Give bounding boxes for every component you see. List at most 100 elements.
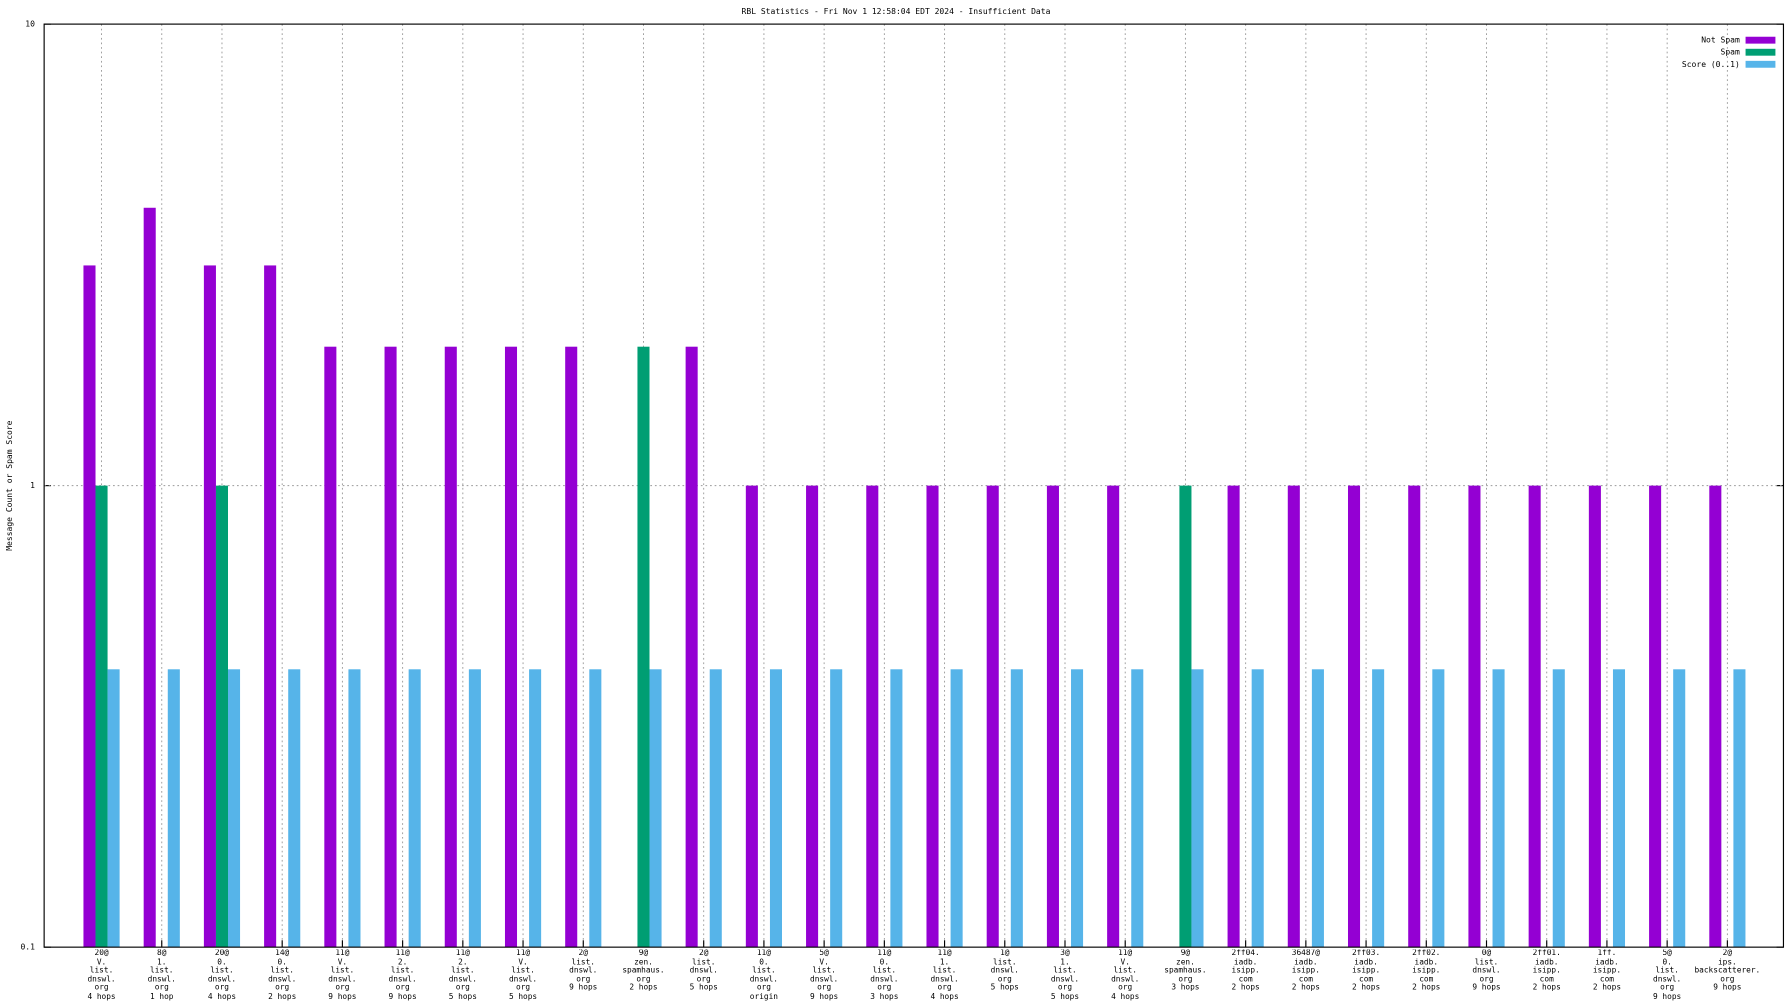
legend-label: Score (0..1) xyxy=(1682,60,1740,69)
bar xyxy=(1552,669,1565,948)
x-tick-label: 2ff01. iadb. isipp. com 2 hops xyxy=(1532,949,1561,992)
x-tick-label-box: 11@ 0. list. dnswl. org origin xyxy=(749,949,779,1001)
x-tick-label-box: 11@ V. list. dnswl. org 9 hops xyxy=(328,949,357,1001)
x-tick-label-box: 11@ 2. list. dnswl. org 5 hops xyxy=(448,949,477,1001)
bar xyxy=(504,346,518,948)
bar xyxy=(1311,669,1324,948)
x-tick-label: 11@ 0. list. dnswl. org origin xyxy=(749,949,779,1001)
legend-swatch xyxy=(1745,48,1776,56)
y-tick-label: 1 xyxy=(30,481,35,490)
bar xyxy=(95,485,108,948)
y-tick-label: 0.1 xyxy=(20,943,35,952)
x-tick-label-box: 9@ zen. spamhaus. org 2 hops xyxy=(622,949,665,992)
x-tick-label: 9@ zen. spamhaus. org 2 hops xyxy=(622,949,665,992)
x-tick-label-box: 1@ list. dnswl. org 5 hops xyxy=(990,949,1019,992)
legend-swatch xyxy=(1745,36,1776,44)
bar xyxy=(1287,485,1300,948)
bar xyxy=(215,485,228,948)
bar xyxy=(348,669,361,948)
x-tick-label-box: 1ff. iadb. isipp. com 2 hops xyxy=(1593,949,1621,991)
bar xyxy=(107,669,120,948)
x-tick-label: 11@ 2. list. dnswl. org 5 hops xyxy=(448,949,477,1001)
y-tick-label: 10 xyxy=(25,20,35,29)
x-tick-label: 11@ 2. list. dnswl. org 9 hops xyxy=(388,949,417,1001)
bar xyxy=(1649,485,1662,948)
x-tick-label-box: 11@ 2. list. dnswl. org 9 hops xyxy=(388,949,417,1001)
x-tick-label-box: 2@ ips. backscatterer. org 9 hops xyxy=(1694,949,1760,991)
bar xyxy=(1468,485,1481,948)
bar xyxy=(709,669,722,948)
x-tick-label: 0@ list. dnswl. org 9 hops xyxy=(1472,949,1501,992)
bar xyxy=(1179,485,1192,948)
bar xyxy=(203,265,216,948)
bar xyxy=(1046,485,1059,948)
bar xyxy=(649,669,662,948)
bar xyxy=(1251,669,1264,948)
x-tick-label: 2@ list. dnswl. org 5 hops xyxy=(689,949,718,992)
x-tick-label: 11@ 1. list. dnswl. org 4 hops xyxy=(930,949,959,1001)
x-tick-label-box: 36487@ iadb. isipp. com 2 hops xyxy=(1292,949,1320,991)
bar xyxy=(227,669,241,948)
x-tick-label-box: 20@ 0. list. dnswl. org 4 hops xyxy=(207,949,237,1001)
bar xyxy=(685,346,698,948)
x-tick-label: 14@ 0. list. dnswl. org 2 hops xyxy=(268,949,297,1001)
legend-swatch xyxy=(1745,60,1776,68)
x-tick-label: 2ff04. iadb. isipp. com 2 hops xyxy=(1231,949,1260,992)
x-tick-label: 2@ list. dnswl. org 9 hops xyxy=(569,949,598,992)
x-tick-label: 11@ V. list. dnswl. org 4 hops xyxy=(1111,949,1140,1001)
legend-label: Not Spam xyxy=(1701,36,1740,45)
x-tick-label-box: 5@ 0. list. dnswl. org 9 hops xyxy=(1653,949,1682,1001)
bar xyxy=(806,485,819,948)
x-tick-label-box: 11@ V. list. dnswl. org 4 hops xyxy=(1111,949,1140,1001)
plot-border xyxy=(43,23,1785,948)
bar xyxy=(1709,485,1722,948)
bar xyxy=(1492,669,1505,948)
x-tick-label: 2ff03. iadb. isipp. com 2 hops xyxy=(1351,949,1381,992)
x-tick-label: 11@ 0. list. dnswl. org 3 hops xyxy=(870,949,899,1001)
x-tick-label: 1@ list. dnswl. org 5 hops xyxy=(990,949,1019,992)
bar xyxy=(1528,485,1541,948)
bar xyxy=(890,669,903,948)
x-tick-label: 3@ 1. list. dnswl. org 5 hops xyxy=(1050,949,1080,1001)
bar xyxy=(83,265,96,948)
bar xyxy=(1107,485,1120,948)
bar xyxy=(866,485,879,948)
x-tick-label-box: 2@ list. dnswl. org 9 hops xyxy=(569,949,598,992)
y-axis-label: Message Count or Spam Score xyxy=(5,420,14,550)
bar xyxy=(408,669,421,948)
bar xyxy=(950,669,963,948)
bar xyxy=(1612,669,1626,948)
bar xyxy=(264,265,277,948)
bar xyxy=(1010,669,1023,948)
x-tick-label: 2ff02. iadb. isipp. com 2 hops xyxy=(1412,949,1441,992)
bar xyxy=(589,669,602,948)
x-tick-label-box: 11@ 0. list. dnswl. org 3 hops xyxy=(870,949,899,1001)
bar xyxy=(1432,669,1445,948)
x-tick-label: 11@ V. list. dnswl. org 9 hops xyxy=(328,949,357,1001)
bar xyxy=(1733,669,1746,948)
bar xyxy=(1347,485,1361,948)
bar xyxy=(1588,485,1601,948)
x-tick-label: 5@ 0. list. dnswl. org 9 hops xyxy=(1653,949,1682,1001)
x-tick-label-box: 8@ 1. list. dnswl. org 1 hop xyxy=(148,949,176,1000)
bar xyxy=(637,346,650,948)
x-tick-label-box: 2ff02. iadb. isipp. com 2 hops xyxy=(1412,949,1441,992)
x-tick-label: 9@ zen. spamhaus. org 3 hops xyxy=(1164,949,1207,992)
x-tick-label-box: 5@ V. list. dnswl. org 9 hops xyxy=(810,949,839,1001)
bar xyxy=(565,346,578,948)
bar xyxy=(1071,669,1084,948)
bar xyxy=(986,485,999,948)
legend-label: Spam xyxy=(1721,48,1740,57)
bar xyxy=(769,669,782,948)
chart-title: RBL Statistics - Fri Nov 1 12:58:04 EDT … xyxy=(742,7,1051,16)
bar xyxy=(1191,669,1204,948)
x-tick-label: 20@ 0. list. dnswl. org 4 hops xyxy=(207,949,237,1001)
x-tick-label-box: 2ff03. iadb. isipp. com 2 hops xyxy=(1351,949,1381,992)
bar xyxy=(288,669,301,948)
x-tick-label: 5@ V. list. dnswl. org 9 hops xyxy=(810,949,839,1001)
x-tick-label-box: 11@ V. list. dnswl. org 5 hops xyxy=(509,949,537,1000)
bar xyxy=(468,669,481,948)
x-tick-label: 20@ V. list. dnswl. org 4 hops xyxy=(87,949,116,1001)
